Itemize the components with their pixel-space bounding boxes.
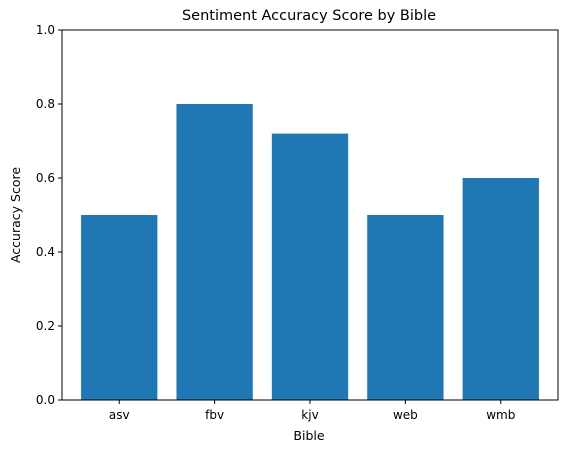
- y-tick-label: 0.8: [36, 97, 55, 111]
- y-tick-label: 0.4: [36, 245, 55, 259]
- y-tick-label: 1.0: [36, 23, 55, 37]
- x-tick-label: kjv: [301, 408, 318, 422]
- x-tick-label: wmb: [486, 408, 515, 422]
- plot-area: asv fbv kjv web wmb 0.0 0.2 0.4 0.6 0.8 1.0: [36, 23, 539, 422]
- y-tick-label: 0.6: [36, 171, 55, 185]
- bar-web: [367, 215, 444, 400]
- x-tick-label: asv: [109, 408, 130, 422]
- bar-wmb: [462, 178, 539, 400]
- chart-title: Sentiment Accuracy Score by Bible: [182, 8, 436, 24]
- bar-fbv: [176, 104, 253, 400]
- bar-asv: [81, 215, 158, 400]
- x-axis-label: Bible: [293, 428, 324, 443]
- y-axis-label: Accuracy Score: [8, 167, 23, 263]
- y-tick-label: 0.2: [36, 319, 55, 333]
- bar-kjv: [271, 133, 349, 400]
- plot-frame: [61, 29, 559, 401]
- x-tick-label: fbv: [205, 408, 224, 422]
- y-tick-label: 0.0: [36, 393, 55, 407]
- x-tick-label: web: [393, 408, 418, 422]
